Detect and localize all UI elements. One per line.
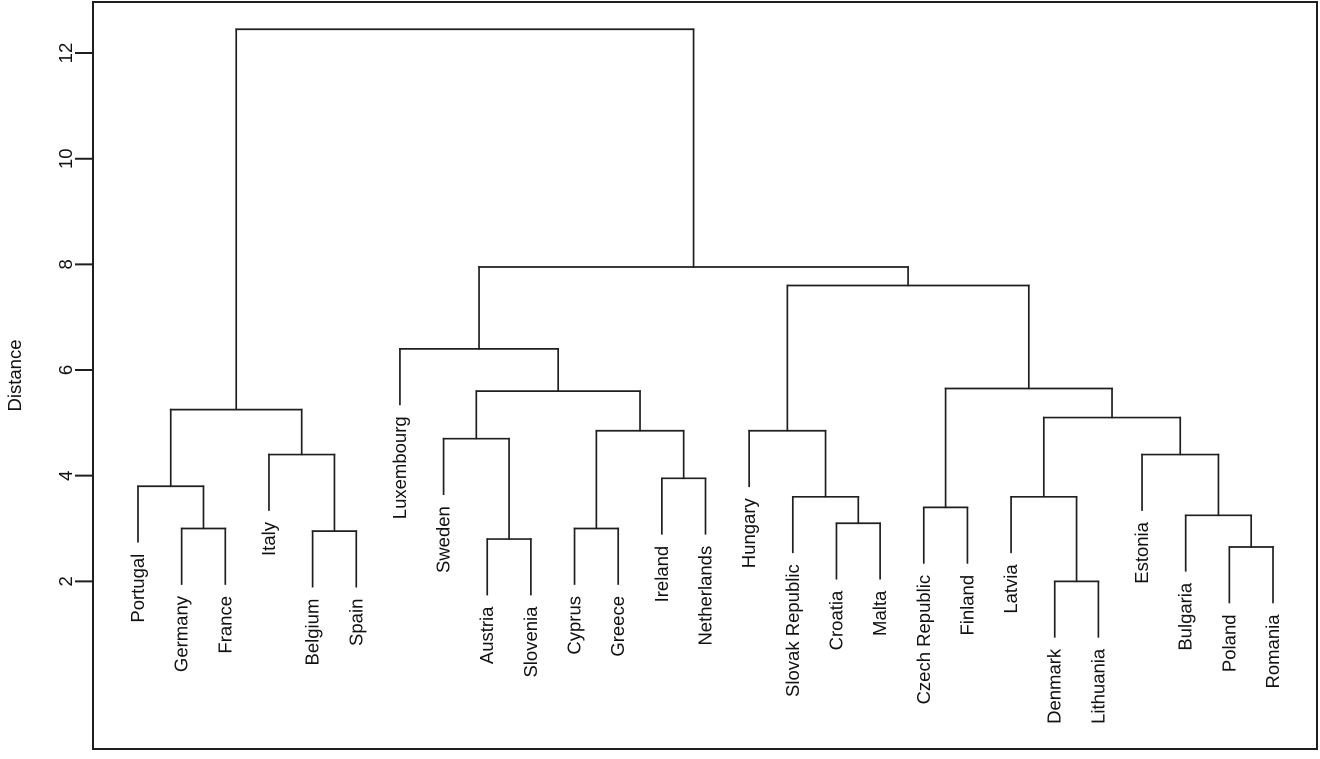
- leaf-label: Portugal: [127, 554, 148, 623]
- y-axis-title: Distance: [4, 340, 25, 412]
- leaf-label: Belgium: [302, 599, 323, 666]
- leaf-label: Italy: [258, 521, 279, 556]
- leaf-label: Finland: [956, 575, 977, 636]
- leaf-label: Latvia: [1000, 564, 1021, 614]
- y-tick-label: 12: [55, 43, 76, 64]
- leaf-label: Croatia: [825, 590, 846, 650]
- leaf-label: Luxembourg: [389, 416, 410, 519]
- leaf-label: Ireland: [651, 546, 672, 603]
- y-tick-label: 10: [55, 148, 76, 169]
- leaf-label: Poland: [1218, 614, 1239, 672]
- leaf-label: Slovak Republic: [782, 564, 803, 697]
- leaf-label: Lithuania: [1087, 648, 1108, 724]
- leaf-label: Greece: [607, 596, 628, 657]
- leaf-label: Sweden: [433, 506, 454, 573]
- leaf-label: Denmark: [1044, 648, 1065, 724]
- leaf-label: Slovenia: [520, 606, 541, 678]
- y-tick-label: 2: [55, 576, 76, 586]
- leaf-label: Romania: [1262, 614, 1283, 689]
- leaf-label: Germany: [171, 595, 192, 672]
- leaf-label: Spain: [345, 599, 366, 646]
- leaf-label: Hungary: [738, 498, 759, 569]
- leaf-label: Netherlands: [695, 546, 716, 646]
- leaf-label: Cyprus: [564, 596, 585, 655]
- y-tick-label: 8: [55, 259, 76, 269]
- leaf-label: Austria: [476, 606, 497, 664]
- plot-box: [92, 1, 1318, 750]
- leaf-label: Czech Republic: [913, 575, 934, 705]
- leaf-label: France: [214, 596, 235, 654]
- leaf-label: Bulgaria: [1175, 582, 1196, 651]
- leaf-label: Malta: [869, 590, 890, 636]
- leaf-label: Estonia: [1131, 521, 1152, 583]
- y-tick-label: 4: [55, 471, 76, 481]
- y-tick-label: 6: [55, 365, 76, 375]
